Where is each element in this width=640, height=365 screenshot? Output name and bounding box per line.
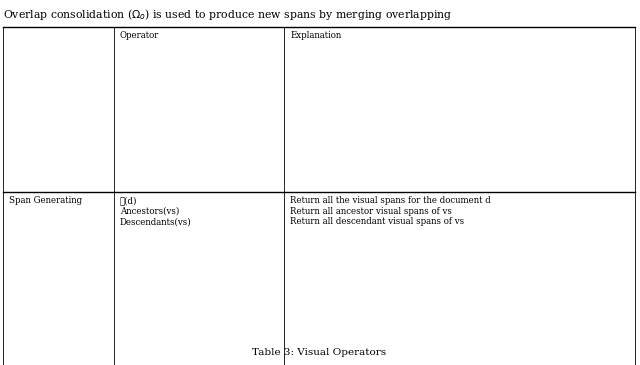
Text: Return all the visual spans for the document d
Return all ancestor visual spans : Return all the visual spans for the docu… xyxy=(290,196,491,226)
Text: Span Generating: Span Generating xyxy=(9,196,82,205)
Text: Table 3: Visual Operators: Table 3: Visual Operators xyxy=(252,348,386,357)
Text: Overlap consolidation ($\Omega_o$) is used to produce new spans by merging overl: Overlap consolidation ($\Omega_o$) is us… xyxy=(3,7,452,22)
Text: Explanation: Explanation xyxy=(290,31,342,40)
Text: ℜ(d)
Ancestors(vs)
Descendants(vs): ℜ(d) Ancestors(vs) Descendants(vs) xyxy=(120,196,191,226)
Text: Operator: Operator xyxy=(120,31,159,40)
